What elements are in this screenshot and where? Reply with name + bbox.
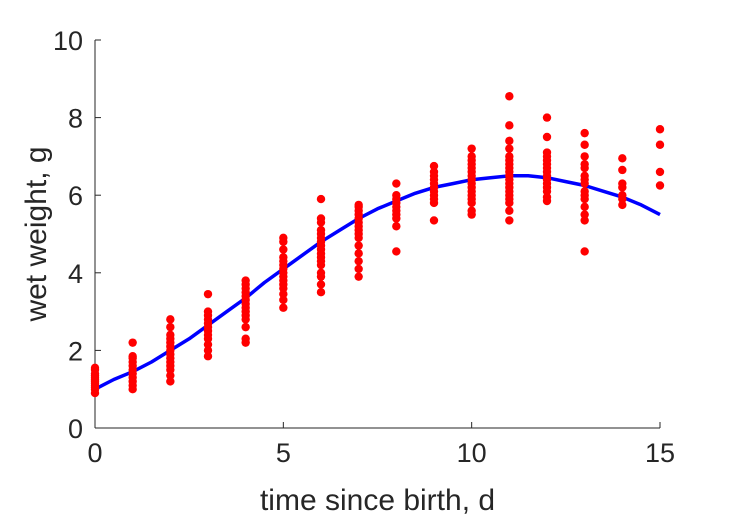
data-point	[618, 191, 627, 200]
data-point	[542, 132, 552, 142]
data-point	[580, 202, 589, 212]
data-point	[241, 276, 250, 285]
data-point	[316, 194, 326, 204]
data-point	[505, 136, 514, 146]
data-point	[203, 289, 213, 299]
data-point	[166, 377, 175, 386]
data-point	[316, 225, 326, 235]
data-point	[392, 191, 401, 200]
data-point	[580, 210, 589, 219]
y-tick-label: 8	[68, 104, 83, 134]
data-point	[392, 247, 401, 256]
fit-curve	[94, 174, 661, 391]
data-point	[354, 256, 363, 266]
data-point	[505, 144, 514, 153]
x-tick-label: 5	[276, 438, 291, 468]
data-point	[128, 352, 137, 361]
data-point	[316, 214, 326, 223]
data-point	[429, 216, 439, 225]
data-point	[354, 264, 363, 274]
data-point	[354, 249, 363, 258]
data-point	[354, 241, 363, 250]
data-point	[467, 152, 476, 161]
data-point	[203, 346, 213, 355]
data-point	[279, 253, 288, 262]
tick-labels: 0 5 10 15 0 2 4 6 8 10	[53, 26, 675, 468]
axes	[94, 40, 660, 429]
y-tick-label: 6	[68, 181, 83, 211]
data-point	[505, 216, 514, 225]
data-point	[580, 128, 589, 138]
y-tick-label: 4	[68, 259, 83, 289]
data-point	[580, 159, 589, 169]
data-point	[505, 152, 514, 161]
data-point	[166, 315, 175, 324]
x-tick-label: 0	[87, 438, 102, 468]
data-point	[354, 200, 363, 210]
data-point	[203, 307, 213, 316]
data-point	[203, 340, 213, 349]
data-point	[467, 144, 476, 153]
x-tick-label: 10	[457, 438, 487, 468]
data-point	[580, 171, 589, 180]
data-point	[618, 179, 627, 188]
data-point	[467, 206, 476, 215]
data-point	[429, 167, 439, 177]
data-point	[580, 152, 589, 161]
y-axis-label: wet weight, g	[20, 146, 53, 322]
data-point	[241, 334, 250, 343]
data-point	[316, 268, 326, 277]
data-point	[618, 200, 627, 210]
data-point	[429, 161, 439, 171]
data-point	[542, 113, 552, 122]
data-point	[166, 322, 175, 332]
data-point	[279, 295, 288, 305]
data-point	[90, 363, 100, 373]
data-point	[505, 92, 514, 101]
data-point	[655, 140, 665, 149]
data-point	[580, 140, 589, 149]
data-point	[203, 352, 213, 361]
data-point	[354, 272, 363, 281]
data-point	[655, 181, 665, 190]
data-point	[580, 247, 589, 256]
y-tick-label: 10	[53, 26, 83, 56]
data-point	[279, 303, 288, 312]
data-point	[505, 206, 514, 215]
data-point	[392, 179, 401, 188]
data-point	[542, 192, 552, 202]
data-point	[580, 187, 589, 196]
data-point	[279, 289, 288, 299]
data-point	[580, 216, 589, 225]
ticks	[94, 39, 661, 429]
data-point	[279, 245, 288, 254]
y-tick-label: 2	[68, 336, 83, 366]
plot-area	[90, 92, 665, 398]
data-point	[618, 154, 627, 163]
data-point	[128, 338, 137, 347]
x-tick-label: 15	[645, 438, 675, 468]
data-point	[655, 125, 665, 134]
data-point	[241, 322, 250, 332]
data-point	[505, 121, 514, 130]
data-point	[655, 167, 665, 177]
y-tick-label: 0	[68, 414, 83, 444]
data-point	[618, 165, 627, 175]
data-point	[392, 222, 401, 231]
x-axis-label: time since birth, d	[260, 484, 495, 517]
data-point	[316, 288, 326, 297]
data-point	[316, 280, 326, 289]
data-point	[279, 233, 288, 243]
data-point	[166, 371, 175, 380]
data-point	[542, 148, 552, 157]
data-point	[166, 330, 175, 340]
